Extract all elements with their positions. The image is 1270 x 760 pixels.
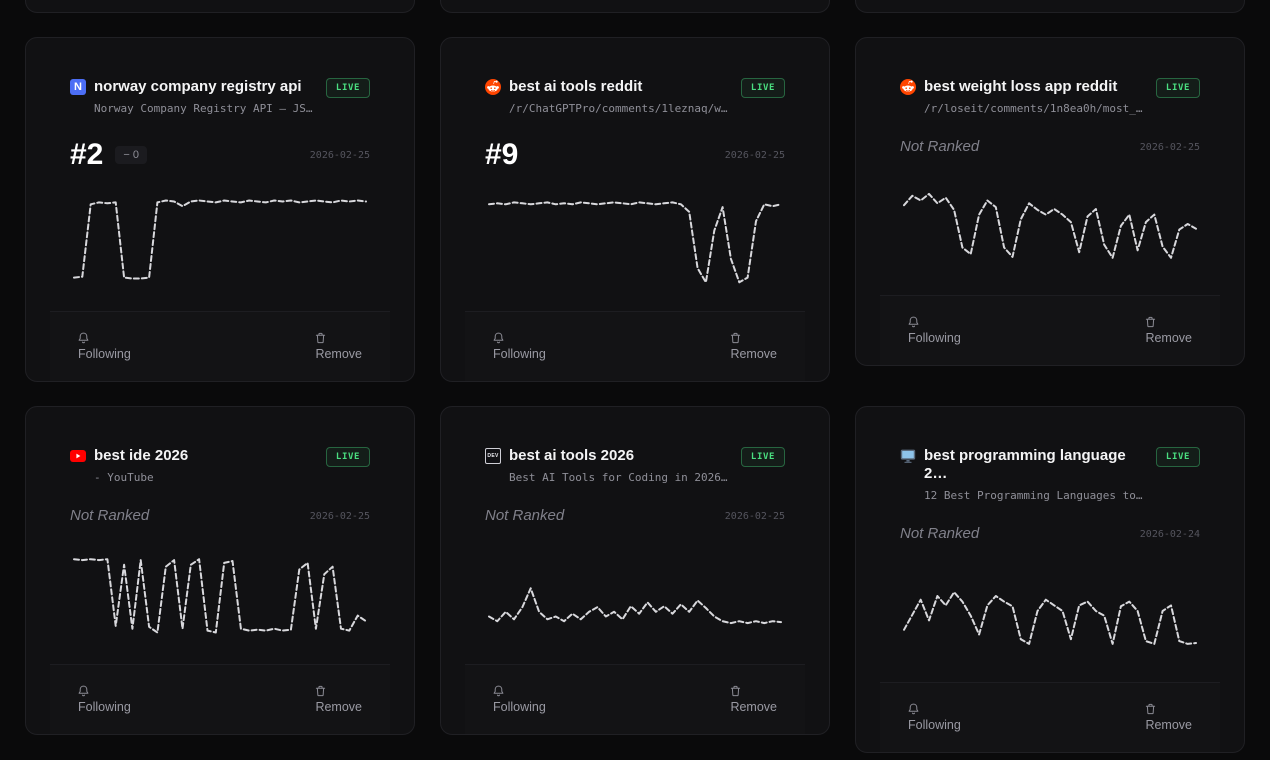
card-subtitle: Norway Company Registry API – JS… <box>94 102 313 115</box>
snapshot-date: 2026-02-25 <box>309 149 370 161</box>
card-subtitle: - YouTube <box>94 471 154 484</box>
rank-value: #2 <box>70 138 104 171</box>
following-button[interactable]: Following <box>880 683 1050 752</box>
rank-sparkline <box>485 542 785 644</box>
rank-sparkline <box>485 189 785 291</box>
card-subtitle: 12 Best Programming Languages to… <box>924 489 1143 502</box>
snapshot-date: 2026-02-24 <box>1139 528 1200 540</box>
rank-sparkline <box>900 560 1200 662</box>
remove-label: Remove <box>730 700 777 714</box>
tracker-card-best-ai-tools-2026: DEV best ai tools 2026 Best AI Tools for… <box>440 406 830 735</box>
reddit-favicon <box>900 79 916 95</box>
card-subtitle: Best AI Tools for Coding in 2026… <box>509 471 728 484</box>
tracker-card-best-ai-tools-reddit: best ai tools reddit /r/ChatGPTPro/comme… <box>440 37 830 382</box>
rank-delta-badge: − 0 <box>115 146 147 164</box>
card-title[interactable]: best ai tools 2026 <box>509 447 635 464</box>
live-badge: LIVE <box>740 78 785 98</box>
live-badge: LIVE <box>1155 78 1200 98</box>
following-button[interactable]: Following <box>50 312 220 381</box>
trash-icon <box>315 685 326 697</box>
remove-button[interactable]: Remove <box>220 312 390 381</box>
rank-value: #9 <box>485 138 519 171</box>
live-badge: LIVE <box>740 447 785 467</box>
live-badge: LIVE <box>325 447 370 467</box>
tracker-card-norway-company-registry-api: N norway company registry api Norway Com… <box>25 37 415 382</box>
remove-button[interactable]: Remove <box>635 665 805 734</box>
trash-icon <box>730 685 741 697</box>
snapshot-date: 2026-02-25 <box>724 510 785 522</box>
live-badge: LIVE <box>1155 447 1200 467</box>
not-ranked-label: Not Ranked <box>485 507 565 524</box>
partial-card-top <box>440 0 830 13</box>
devto-favicon: DEV <box>485 448 501 464</box>
following-button[interactable]: Following <box>880 296 1050 365</box>
remove-button[interactable]: Remove <box>220 665 390 734</box>
monitor-favicon <box>900 448 916 464</box>
trash-icon <box>315 332 326 344</box>
following-label: Following <box>908 718 961 732</box>
following-button[interactable]: Following <box>465 312 635 381</box>
partial-card-top <box>25 0 415 13</box>
trash-icon <box>1145 316 1156 328</box>
remove-label: Remove <box>1145 718 1192 732</box>
following-label: Following <box>908 331 961 345</box>
following-label: Following <box>78 700 131 714</box>
card-subtitle: /r/ChatGPTPro/comments/1leznaq/w… <box>509 102 728 115</box>
reddit-favicon <box>485 79 501 95</box>
rank-sparkline <box>900 173 1200 275</box>
rank-sparkline <box>70 542 370 644</box>
remove-label: Remove <box>315 700 362 714</box>
card-subtitle: /r/loseit/comments/1n8ea0h/most_… <box>924 102 1143 115</box>
card-title[interactable]: best ide 2026 <box>94 447 189 464</box>
card-title[interactable]: best ai tools reddit <box>509 78 643 95</box>
tracker-card-best-ide-2026: best ide 2026 - YouTube LIVE Not Ranked … <box>25 406 415 735</box>
remove-button[interactable]: Remove <box>1050 683 1220 752</box>
not-ranked-label: Not Ranked <box>900 525 980 542</box>
snapshot-date: 2026-02-25 <box>1139 141 1200 153</box>
remove-button[interactable]: Remove <box>1050 296 1220 365</box>
not-ranked-label: Not Ranked <box>70 507 150 524</box>
not-ranked-label: Not Ranked <box>900 138 980 155</box>
tracker-card-best-programming-language: best programming language 2… 12 Best Pro… <box>855 406 1245 753</box>
following-button[interactable]: Following <box>50 665 220 734</box>
snapshot-date: 2026-02-25 <box>309 510 370 522</box>
bell-icon <box>78 332 89 344</box>
card-title[interactable]: best programming language 2… <box>924 447 1126 482</box>
card-title[interactable]: norway company registry api <box>94 78 302 95</box>
bell-icon <box>78 685 89 697</box>
remove-label: Remove <box>730 347 777 361</box>
rank-sparkline <box>70 189 370 291</box>
bell-icon <box>493 685 504 697</box>
partial-card-top <box>855 0 1245 13</box>
following-label: Following <box>493 700 546 714</box>
following-label: Following <box>78 347 131 361</box>
tracker-card-best-weight-loss-app-reddit: best weight loss app reddit /r/loseit/co… <box>855 37 1245 366</box>
norway-registry-favicon: N <box>70 79 86 95</box>
bell-icon <box>908 703 919 715</box>
live-badge: LIVE <box>325 78 370 98</box>
following-label: Following <box>493 347 546 361</box>
remove-label: Remove <box>1145 331 1192 345</box>
trash-icon <box>1145 703 1156 715</box>
bell-icon <box>493 332 504 344</box>
following-button[interactable]: Following <box>465 665 635 734</box>
remove-label: Remove <box>315 347 362 361</box>
trash-icon <box>730 332 741 344</box>
youtube-favicon <box>70 448 86 464</box>
bell-icon <box>908 316 919 328</box>
card-title[interactable]: best weight loss app reddit <box>924 78 1118 95</box>
snapshot-date: 2026-02-25 <box>724 149 785 161</box>
remove-button[interactable]: Remove <box>635 312 805 381</box>
